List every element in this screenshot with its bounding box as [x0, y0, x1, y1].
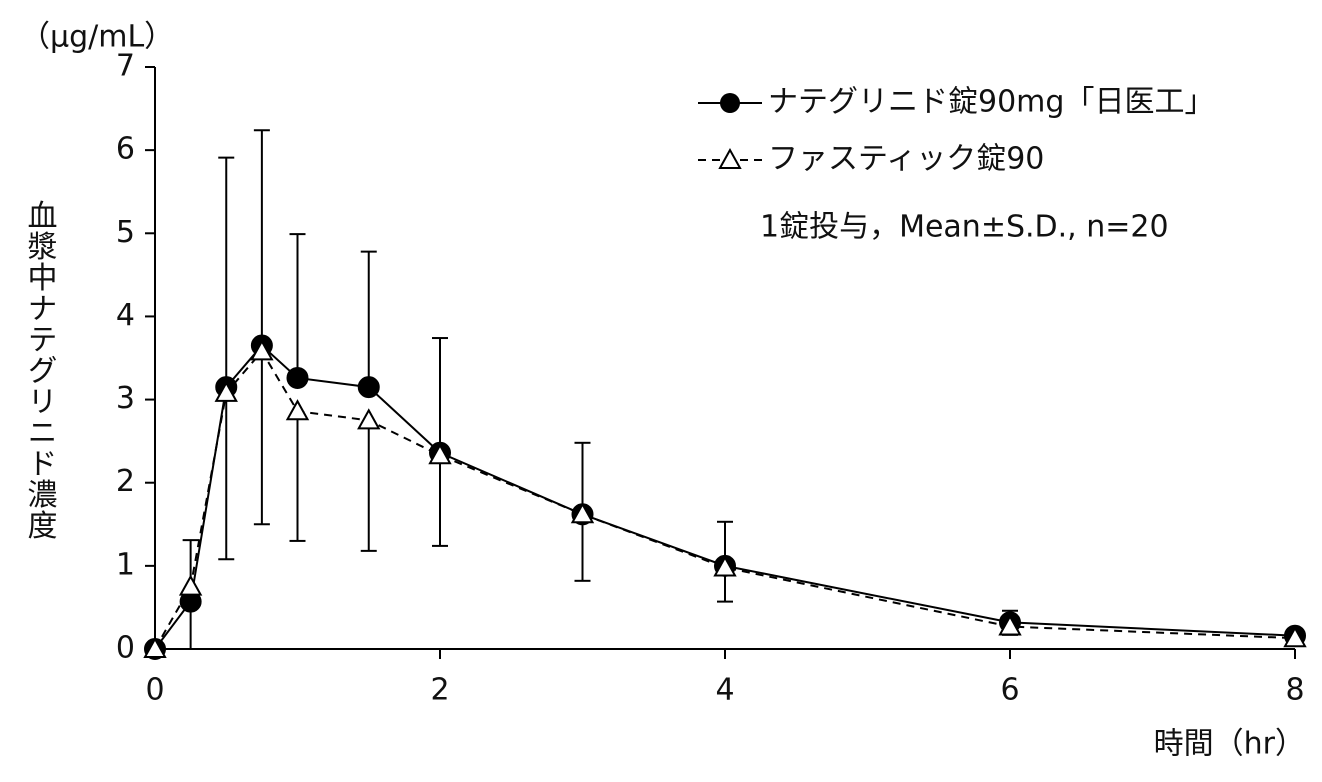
data-point [285, 399, 310, 421]
annotation: 1錠投与，Mean±S.D., n=20 [760, 210, 1169, 245]
data-point [428, 443, 452, 465]
x-tick-label: 0 [145, 673, 164, 708]
y-axis-label: 血漿中ナテグリニド濃度 [22, 200, 58, 541]
y-tick-label: 7 [116, 49, 135, 84]
data-point [1283, 626, 1307, 648]
data-point [998, 614, 1022, 636]
legend-label: ナテグリニド錠90mg「日医工」 [768, 85, 1214, 120]
legend-marker [718, 147, 742, 169]
data-point [143, 636, 167, 658]
y-tick-label: 0 [116, 631, 135, 666]
y-tick-label: 4 [116, 298, 135, 333]
series-line [154, 349, 1296, 650]
data-point [250, 339, 274, 361]
y-unit: （μg/mL） [20, 20, 174, 55]
x-tick-label: 6 [1000, 673, 1019, 708]
data-point [570, 502, 595, 524]
y-tick-label: 2 [116, 464, 135, 499]
data-point [357, 408, 381, 430]
data-point [214, 380, 238, 402]
y-tick-label: 3 [116, 381, 135, 416]
legend-label: ファスティック錠90 [768, 142, 1044, 177]
x-tick-label: 4 [715, 673, 734, 708]
data-point [357, 376, 380, 399]
data-point [286, 366, 309, 389]
data-point [713, 555, 737, 577]
x-axis-label: 時間（hr） [1154, 727, 1305, 762]
x-tick-label: 8 [1285, 673, 1304, 708]
y-tick-label: 1 [116, 547, 135, 582]
data-point [178, 574, 203, 596]
series-line [154, 344, 1296, 650]
legend-marker [720, 93, 740, 113]
x-tick-label: 2 [430, 673, 449, 708]
y-tick-label: 5 [116, 215, 135, 250]
y-tick-label: 6 [116, 132, 135, 167]
